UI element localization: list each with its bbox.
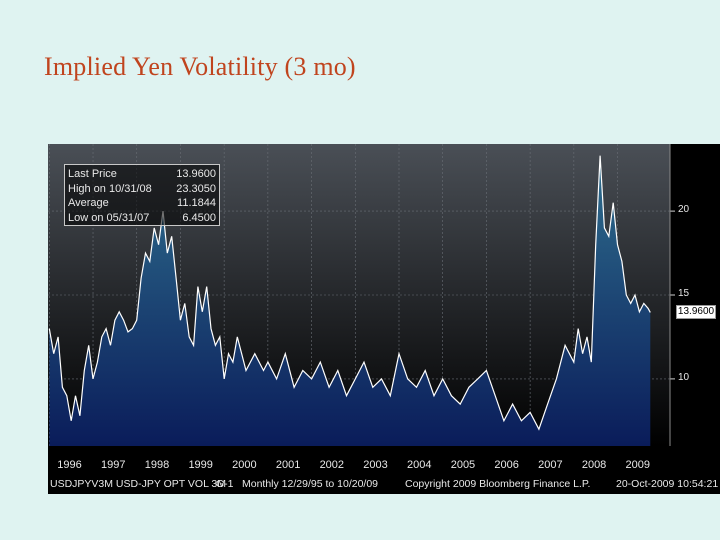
bloomberg-footer: USDJPYV3M USD-JPY OPT VOL 3M G-1 Monthly…: [48, 475, 720, 494]
y-tick-label: 15: [678, 288, 690, 299]
legend-value: 23.3050: [176, 182, 216, 195]
x-tick-label: 2009: [625, 459, 651, 471]
legend-label: Low on 05/31/07: [68, 211, 150, 224]
legend-row-high: High on 10/31/08 23.3050: [68, 182, 216, 197]
x-tick-label: 1999: [188, 459, 213, 471]
x-tick-label: 2008: [581, 459, 607, 471]
last-value-marker: 13.9600: [676, 305, 716, 319]
chart-panel: 10 15 20 13.9600 Last Price 13.9600 High o…: [48, 144, 720, 494]
footer-timestamp: 20-Oct-2009 10:54:21: [616, 478, 719, 490]
x-tick-label: 1996: [57, 459, 82, 471]
footer-copyright: Copyright 2009 Bloomberg Finance L.P.: [405, 478, 591, 490]
legend-value: 6.4500: [182, 211, 216, 224]
x-tick-label: 2000: [232, 459, 257, 471]
series-area: [49, 155, 651, 446]
x-tick-label: 2001: [275, 459, 301, 471]
x-tick-label: 2006: [494, 459, 519, 471]
footer-range: Monthly 12/29/95 to 10/20/09: [242, 478, 379, 490]
x-tick-label: 2003: [363, 459, 388, 471]
footer-page: G-1: [216, 478, 234, 490]
x-tick-label: 1997: [101, 459, 126, 471]
legend-row-low: Low on 05/31/07 6.4500: [68, 211, 216, 226]
y-axis: [669, 144, 675, 446]
footer-ticker: USDJPYV3M USD-JPY OPT VOL 3M: [50, 478, 227, 490]
legend-label: High on 10/31/08: [68, 182, 152, 195]
legend-row-average: Average 11.1844: [68, 196, 216, 211]
x-tick-label: 1998: [144, 459, 170, 471]
legend-row-last: Last Price 13.9600: [68, 167, 216, 182]
legend-box: Last Price 13.9600 High on 10/31/08 23.3…: [64, 164, 220, 226]
x-tick-label: 2004: [406, 459, 432, 471]
legend-label: Last Price: [68, 168, 117, 180]
legend-value: 11.1844: [177, 197, 216, 209]
series-line: [48, 155, 651, 431]
x-axis-year-labels: 1996 1997 1998 1999 2000 2001 2002 2003 2004 2005…: [48, 456, 720, 474]
slide-title: Implied Yen Volatility (3 mo): [44, 52, 356, 81]
y-tick-label: 20: [678, 204, 690, 216]
x-tick-label: 2005: [450, 459, 476, 471]
y-tick-label: 10: [678, 371, 690, 383]
x-tick-label: 2002: [319, 459, 345, 471]
legend-label: Average: [68, 197, 109, 209]
legend-value: 13.9600: [176, 168, 216, 180]
x-tick-label: 2007: [538, 459, 563, 471]
